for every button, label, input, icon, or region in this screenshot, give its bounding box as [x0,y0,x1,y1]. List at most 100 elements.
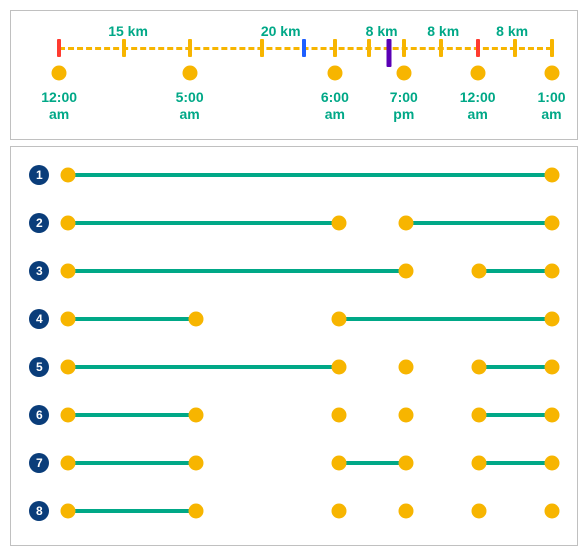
row-dot [188,504,203,519]
axis-subtick [302,39,306,57]
distance-label: 8 km [496,23,528,39]
row-dot [60,312,75,327]
distance-label: 8 km [427,23,459,39]
time-label-line1: 1:00 [538,89,566,106]
row-dot [331,504,346,519]
row-segment [479,461,552,465]
row-badge: 5 [29,357,49,377]
time-label-line2: am [321,106,349,123]
row-dot [471,360,486,375]
time-dot [470,66,485,81]
row-badge: 4 [29,309,49,329]
row-segment [68,461,196,465]
row-dot [544,360,559,375]
rows-panel: 12345678 [10,146,578,546]
row-segment [479,269,552,273]
timeline-panel: 12:00am5:00am6:00am7:00pm12:00am1:00am15… [10,10,578,140]
row-dot [544,312,559,327]
row-segment [68,509,196,513]
time-label: 12:00am [41,89,77,123]
axis-subtick [367,39,371,57]
row-badge: 3 [29,261,49,281]
row-dot [471,408,486,423]
row-dot [60,216,75,231]
distance-label: 8 km [366,23,398,39]
row-segment [68,221,339,225]
row-dot [399,408,414,423]
row-dot [544,456,559,471]
time-label: 1:00am [538,89,566,123]
row-dot [399,264,414,279]
time-dot [52,66,67,81]
distance-label: 20 km [261,23,301,39]
time-label-line2: pm [390,106,418,123]
time-label: 6:00am [321,89,349,123]
row-dot [331,312,346,327]
row-segment [68,365,339,369]
row-segment [479,413,552,417]
time-label-line2: am [538,106,566,123]
row-dot [188,456,203,471]
row-segment [479,365,552,369]
row-badge: 6 [29,405,49,425]
row-dot [544,168,559,183]
time-label: 5:00am [176,89,204,123]
axis-subtick [513,39,517,57]
time-label-line1: 7:00 [390,89,418,106]
row-segment [68,413,196,417]
row-dot [331,456,346,471]
time-dot [544,66,559,81]
time-label-line1: 12:00 [41,89,77,106]
time-label-line1: 5:00 [176,89,204,106]
row-dot [399,360,414,375]
row-dot [60,168,75,183]
time-label: 12:00am [460,89,496,123]
row-dot [331,216,346,231]
time-label-line1: 6:00 [321,89,349,106]
row-dot [60,504,75,519]
time-dot [327,66,342,81]
row-segment [68,173,552,177]
row-badge: 1 [29,165,49,185]
row-dot [188,408,203,423]
axis-subtick [122,39,126,57]
time-label: 7:00pm [390,89,418,123]
axis-tick [333,39,337,57]
row-segment [68,317,196,321]
row-dot [399,504,414,519]
row-dot [471,264,486,279]
row-segment [339,317,552,321]
time-label-line2: am [176,106,204,123]
axis-tick [476,39,480,57]
row-dot [60,360,75,375]
row-dot [399,216,414,231]
row-segment [406,221,551,225]
axis-tick [188,39,192,57]
row-segment [339,461,407,465]
row-badge: 2 [29,213,49,233]
row-dot [544,408,559,423]
time-label-line1: 12:00 [460,89,496,106]
row-badge: 8 [29,501,49,521]
row-dot [471,504,486,519]
row-dot [60,264,75,279]
time-dot [396,66,411,81]
distance-label: 15 km [108,23,148,39]
row-dot [399,456,414,471]
row-dot [331,360,346,375]
row-dot [544,264,559,279]
row-segment [68,269,407,273]
time-label-line2: am [41,106,77,123]
row-dot [60,456,75,471]
time-dot [182,66,197,81]
row-dot [331,408,346,423]
row-dot [60,408,75,423]
time-label-line2: am [460,106,496,123]
axis-subtick [260,39,264,57]
axis-tick [57,39,61,57]
axis-tick [550,39,554,57]
row-dot [188,312,203,327]
row-dot [544,504,559,519]
row-dot [544,216,559,231]
axis-subtick [439,39,443,57]
